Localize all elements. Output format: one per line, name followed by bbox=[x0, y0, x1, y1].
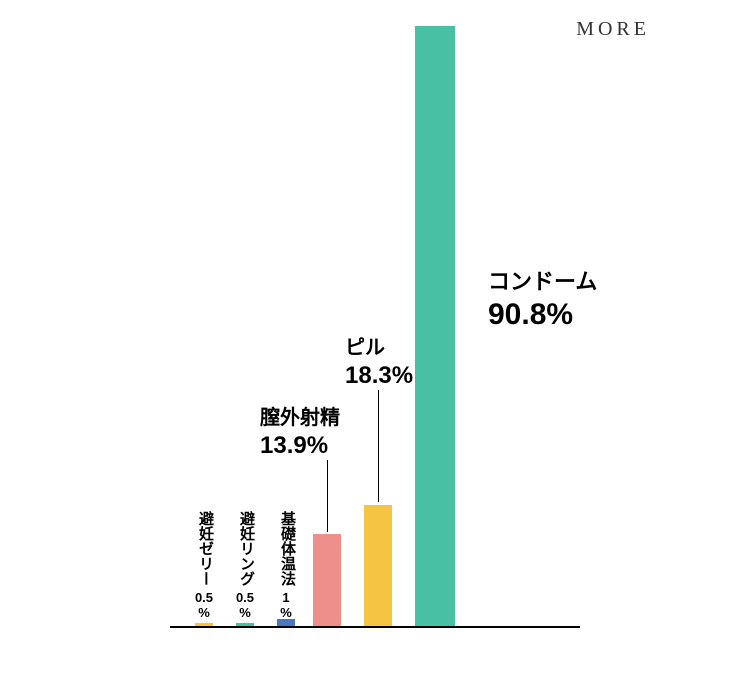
bar-ring bbox=[236, 623, 254, 626]
callout-condom-name: コンドーム bbox=[488, 268, 597, 296]
bar-pill bbox=[364, 505, 392, 626]
x-axis bbox=[170, 626, 580, 628]
bar-condom bbox=[415, 26, 455, 626]
value-ring: 0.5% bbox=[230, 591, 260, 620]
brand-logo: MORE bbox=[576, 18, 650, 41]
value-jelly: 0.5% bbox=[189, 591, 219, 620]
callout-withd: 膣外射精 13.9% bbox=[260, 406, 340, 461]
callout-condom: コンドーム 90.8% bbox=[488, 268, 597, 333]
callout-pill-value: 18.3% bbox=[345, 361, 413, 391]
callout-withd-name: 膣外射精 bbox=[260, 406, 340, 431]
label-ring: 避妊リング bbox=[236, 511, 257, 586]
chart-canvas: { "logo_text": "MORE", "chart": { "type"… bbox=[0, 0, 750, 674]
callout-withd-value: 13.9% bbox=[260, 431, 340, 461]
callout-pill: ピル 18.3% bbox=[345, 336, 413, 391]
leader-withd bbox=[327, 460, 328, 532]
leader-pill bbox=[378, 390, 379, 502]
label-bbt: 基礎体温法 bbox=[277, 511, 298, 586]
callout-pill-name: ピル bbox=[345, 336, 413, 361]
bar-jelly bbox=[195, 623, 213, 626]
value-bbt: 1% bbox=[271, 591, 301, 620]
callout-condom-value: 90.8% bbox=[488, 296, 597, 334]
bar-bbt bbox=[277, 619, 295, 626]
label-jelly: 避妊ゼリー bbox=[195, 511, 216, 586]
bar-withd bbox=[313, 534, 341, 626]
